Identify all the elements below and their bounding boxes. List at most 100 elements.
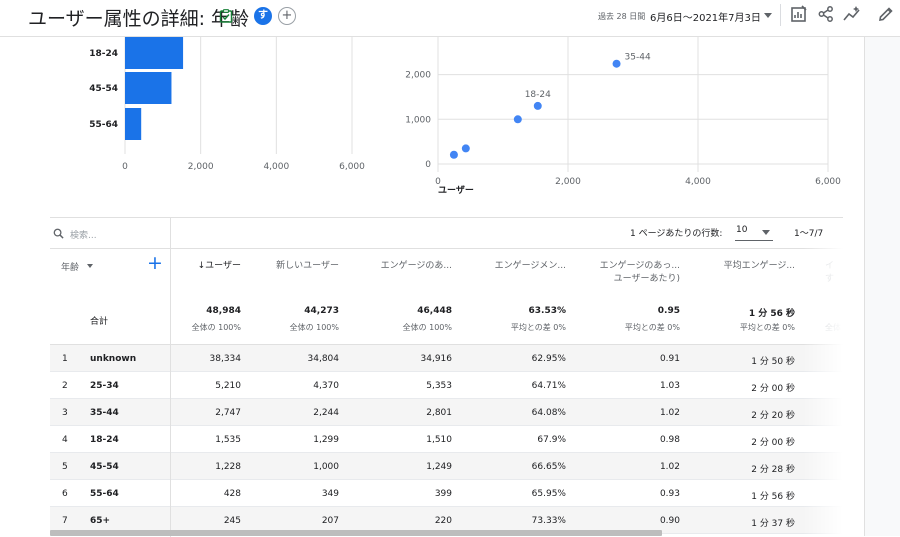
metric-header-2[interactable]: 新しいユーザー [229,260,339,273]
rows-per-page-select[interactable]: 10 [735,223,773,241]
edit-pencil-icon[interactable] [877,5,895,23]
table-row[interactable]: 1 unknown 38,334 34,804 34,916 62.95% 0.91 1 分 … [50,345,843,372]
dimension-header[interactable]: 年齢 [61,263,80,273]
scatter-y-tick-label: 2,000 [405,71,431,81]
scatter-point [533,101,542,110]
row-metric-value: 1.02 [659,462,680,472]
charts-area: 0 2,000 4,000 6,000 18-24 45-54 55-64 0 2,000 4,… [89,37,841,196]
row-column-divider [170,426,171,453]
row-column-divider [170,480,171,507]
table-row[interactable]: 4 18-24 1,535 1,299 1,510 67.9% 0.98 2 分 00 秒 [50,426,843,453]
row-metric-value: 73.33% [531,516,566,526]
page-title: ユーザー属性の詳細: 年齢 [28,8,250,30]
scatter-point [461,144,470,153]
row-metric-value: 1,000 [313,462,339,472]
row-metric-value: 64.71% [531,381,566,391]
scatter-x-tick-label: 0 [435,177,441,187]
metric-header-1[interactable]: ↓ユーザー [131,260,241,273]
total-subtext: 全体の 100% [289,323,339,332]
row-metric-value: 428 [223,489,241,499]
row-column-divider [170,372,171,399]
row-column-divider [170,453,171,480]
row-column-divider [170,345,171,372]
row-metric-value: 1,535 [215,435,241,445]
row-metric-value: 0.93 [659,489,680,499]
metric-header-text: エンゲージメン... [494,261,566,271]
metric-header-6[interactable]: 平均エンゲージ... [685,260,795,273]
total-value: 63.53% [528,306,567,316]
row-metric-value: 1,299 [313,435,339,445]
total-subtext: 全体の 100% [191,323,241,332]
date-range-prefix: 過去 28 日間 [598,12,646,21]
total-value: 1 分 56 秒 [748,309,795,319]
scatter-point [612,59,621,68]
metric-header-text: エンゲージのあ... [380,261,452,271]
bar-x-tick-label: 6,000 [339,162,365,172]
top-bar: ユーザー属性の詳細: 年齢 す + 過去 28 日間 6月6日～2021年7月3… [0,0,900,37]
row-metric-value: 1,249 [426,462,452,472]
row-number: 2 [62,381,68,391]
avatar[interactable]: す [254,7,272,25]
totals-divider [50,344,843,345]
row-metric-value: 5,210 [215,381,241,391]
scatter-x-axis-label: ユーザー [438,185,474,196]
table-row[interactable]: 6 55-64 428 349 399 65.95% 0.93 1 分 56 秒 [50,480,843,507]
scatter-y-tick-label: 0 [425,160,431,170]
row-column-divider [170,507,171,534]
search-input[interactable]: 検索... [70,231,97,241]
customize-report-icon[interactable] [790,5,808,23]
row-dimension-value: 25-34 [90,381,119,391]
metric-header-4[interactable]: エンゲージメン... [456,260,566,273]
insights-icon[interactable] [843,5,861,23]
metric-header-text-line2: ユーザーあたり) [613,274,680,284]
scatter-point-label: 18-24 [525,90,551,100]
row-number: 7 [62,516,68,526]
table-row[interactable]: 5 45-54 1,228 1,000 1,249 66.65% 1.02 2 分 28 秒 [50,453,843,480]
row-metric-value: 1.02 [659,408,680,418]
add-dimension-plus-icon[interactable]: + [147,252,163,274]
date-range-caret-icon[interactable] [764,13,772,18]
scatter-x-tick-label: 6,000 [815,177,841,187]
share-icon[interactable] [817,5,835,23]
bar-category-label: 45-54 [89,84,118,94]
totals-label: 合計 [90,317,109,327]
total-subtext: 全体の 100% [402,323,452,332]
data-table: 検索... 1 ページあたりの行数: 10 1～7/7 年齢 + ↓ユーザー 新し… [50,217,843,537]
table-row[interactable]: 2 25-34 5,210 4,370 5,353 64.71% 1.03 2 分 00 秒 [50,372,843,399]
row-metric-value: 245 [223,516,241,526]
dimension-dropdown-caret-icon[interactable] [87,264,93,268]
scatter-y-tick-label: 1,000 [405,115,431,125]
row-number: 4 [62,435,68,445]
table-row[interactable]: 7 65+ 245 207 220 73.33% 0.90 1 分 37 秒 [50,507,843,534]
row-dimension-value: 55-64 [90,489,119,499]
table-header-divider [50,248,843,249]
rows-per-page-value: 10 [736,225,748,235]
bar-x-tick-label: 2,000 [188,162,214,172]
bar-chart: 0 2,000 4,000 6,000 18-24 45-54 55-64 [89,37,365,172]
metric-header-5[interactable]: エンゲージのあっ... ユーザーあたり) [570,260,680,286]
bar-category-label: 18-24 [89,49,118,59]
date-range-picker[interactable]: 6月6日～2021年7月3日 [650,13,761,24]
report-card: 0 2,000 4,000 6,000 18-24 45-54 55-64 0 2,000 4,… [0,37,865,537]
metric-header-3[interactable]: エンゲージのあ... [342,260,452,273]
scatter-point-label: 35-44 [625,53,651,63]
table-horizontal-scrollbar[interactable] [50,530,662,536]
row-metric-value: 67.9% [537,435,566,445]
bar-55-64 [125,108,142,140]
row-metric-value: 2 分 28 秒 [751,465,795,475]
metric-header-text: 平均エンゲージ... [723,261,795,271]
table-search[interactable]: 検索... [50,218,170,248]
table-row[interactable]: 3 35-44 2,747 2,244 2,801 64.08% 1.02 2 分 20 秒 [50,399,843,426]
row-metric-value: 4,370 [313,381,339,391]
report-status-check-icon[interactable] [219,9,233,23]
row-metric-value: 62.95% [531,354,566,364]
metric-header-text: エンゲージのあっ... [599,261,680,271]
add-comparison-plus-icon[interactable]: + [278,7,296,25]
row-metric-value: 5,353 [426,381,452,391]
row-metric-value: 66.65% [531,462,566,472]
row-metric-value: 38,334 [209,354,242,364]
bar-45-54 [125,72,172,104]
row-dimension-value: 65+ [90,516,111,526]
total-value: 0.95 [657,306,680,316]
scatter-chart: 0 2,000 4,000 6,000 0 1,000 2,000 ユーザー 18-24 35-4… [405,37,841,196]
